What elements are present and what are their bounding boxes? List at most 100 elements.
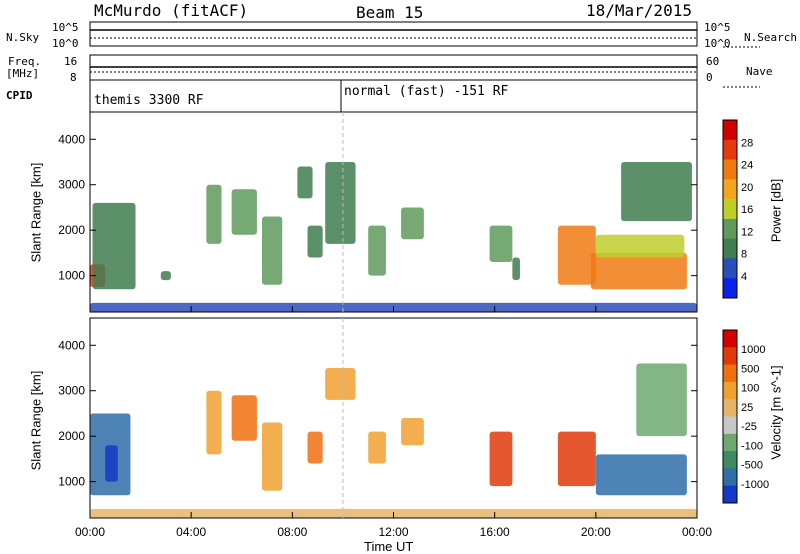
xtick-label: 00:00 xyxy=(75,525,105,539)
velocity-colorbar-tick: 500 xyxy=(741,363,759,375)
velocity-colorbar-segment xyxy=(723,399,737,417)
date-label: 18/Mar/2015 xyxy=(586,1,692,20)
velocity-colorbar-segment xyxy=(723,468,737,487)
velocity-colorbar-tick: -500 xyxy=(741,460,763,472)
velocity-colorbar-tick: 1000 xyxy=(741,344,765,356)
power-data-region xyxy=(595,234,685,258)
velocity-colorbar-segment xyxy=(723,381,737,400)
power-data-region xyxy=(512,257,520,281)
freq-unit: [MHz] xyxy=(6,67,40,80)
velocity-colorbar-segment xyxy=(723,433,737,452)
power-colorbar-segment xyxy=(723,120,737,141)
power-colorbar-segment xyxy=(723,179,737,200)
power-ytick-label: 2000 xyxy=(58,223,85,237)
nsearch-label: N.Search xyxy=(744,31,797,44)
cpid-segment-2: normal (fast) -151 RF xyxy=(344,84,509,99)
velocity-colorbar-frame xyxy=(722,329,738,504)
power-colorbar-segment xyxy=(723,278,737,299)
velocity-colorbar-segment xyxy=(723,364,737,383)
power-colorbar-segment xyxy=(723,258,737,279)
power-colorbar-tick: 8 xyxy=(741,249,747,261)
xtick-label: 04:00 xyxy=(176,525,206,539)
power-data-region xyxy=(489,225,513,262)
cpid-segment-1: themis 3300 RF xyxy=(94,93,204,108)
nsky-tick-top: 10^5 xyxy=(52,21,79,34)
velocity-data-region xyxy=(557,431,596,487)
beam-label: Beam 15 xyxy=(356,3,424,22)
nave-tick-bottom: 0 xyxy=(706,71,713,84)
power-ytick-label: 1000 xyxy=(58,269,85,283)
velocity-colorbar-segment xyxy=(723,347,737,366)
velocity-colorbar-tick: -1000 xyxy=(741,479,769,491)
freq-tick-bottom: 8 xyxy=(70,71,77,84)
power-colorbar-segment xyxy=(723,159,737,180)
power-colorbar-tick: 16 xyxy=(741,204,753,216)
velocity-colorbar-tick: 25 xyxy=(741,402,753,414)
velocity-colorbar-tick: -25 xyxy=(741,421,757,433)
freq-label: Freq. xyxy=(8,55,42,68)
nsearch-tick-bottom: 10^0 xyxy=(704,37,731,50)
velocity-colorbar-tick: -100 xyxy=(741,440,763,452)
power-data-region xyxy=(401,207,424,240)
power-data-region xyxy=(160,271,171,281)
velocity-colorbar-segment xyxy=(723,485,737,504)
xtick-label: 16:00 xyxy=(480,525,510,539)
cpid-label: CPID xyxy=(6,89,33,102)
power-colorbar-segment xyxy=(723,218,737,240)
velocity-ytick-label: 4000 xyxy=(58,338,85,352)
velocity-data-region xyxy=(307,431,323,464)
power-data-region xyxy=(231,189,257,235)
nave-tick-top: 60 xyxy=(706,55,720,68)
power-colorbar-segment xyxy=(723,139,737,161)
velocity-data-region xyxy=(636,363,687,437)
power-data-region xyxy=(621,162,692,222)
power-data-region xyxy=(557,225,596,285)
power-colorbar-tick: 24 xyxy=(741,160,753,172)
velocity-data-region xyxy=(231,395,257,441)
x-axis-label: Time UT xyxy=(364,539,414,554)
xtick-label: 12:00 xyxy=(378,525,408,539)
power-data-region xyxy=(297,166,313,199)
power-ytick-label: 4000 xyxy=(58,132,85,146)
power-colorbar-tick: 20 xyxy=(741,182,753,194)
velocity-colorbar-segment xyxy=(723,451,737,469)
power-ytick-label: 3000 xyxy=(58,178,85,192)
velocity-data-region xyxy=(105,445,118,482)
xtick-label: 00:00 xyxy=(682,525,712,539)
power-data-region xyxy=(590,252,687,290)
velocity-data-region xyxy=(325,368,356,400)
power-colorbar-tick: 28 xyxy=(741,137,753,149)
velocity-data-region xyxy=(489,431,513,487)
nsearch-tick-top: 10^5 xyxy=(704,21,731,34)
freq-tick-top: 16 xyxy=(64,55,78,68)
power-colorbar-tick: 12 xyxy=(741,226,753,238)
velocity-data-region xyxy=(261,422,283,491)
velocity-ytick-label: 3000 xyxy=(58,384,85,398)
strip-frame-2 xyxy=(89,79,698,113)
xtick-label: 20:00 xyxy=(581,525,611,539)
power-colorbar-segment xyxy=(723,199,737,220)
velocity-data-region xyxy=(595,454,687,496)
power-colorbar-segment xyxy=(723,238,737,259)
strip-frame-0 xyxy=(89,21,698,47)
xtick-label: 08:00 xyxy=(277,525,307,539)
power-data-region xyxy=(325,162,356,244)
nsky-tick-bottom: 10^0 xyxy=(52,37,79,50)
page-title: McMurdo (fitACF) xyxy=(94,1,249,20)
velocity-ytick-label: 1000 xyxy=(58,475,85,489)
velocity-colorbar-segment xyxy=(723,330,737,348)
power-data-region xyxy=(206,184,222,244)
nave-label: Nave xyxy=(746,65,773,78)
velocity-data-region xyxy=(368,431,386,464)
velocity-ytick-label: 2000 xyxy=(58,429,85,443)
nsky-label: N.Sky xyxy=(6,31,40,44)
power-colorbar-frame xyxy=(722,119,738,299)
power-data-region xyxy=(368,225,386,276)
velocity-colorbar-segment xyxy=(723,416,737,435)
power-data-region xyxy=(261,216,283,285)
power-colorbar-tick: 4 xyxy=(741,271,747,283)
velocity-data-region xyxy=(206,390,222,455)
velocity-colorbar-tick: 100 xyxy=(741,383,759,395)
power-data-region xyxy=(307,225,323,258)
